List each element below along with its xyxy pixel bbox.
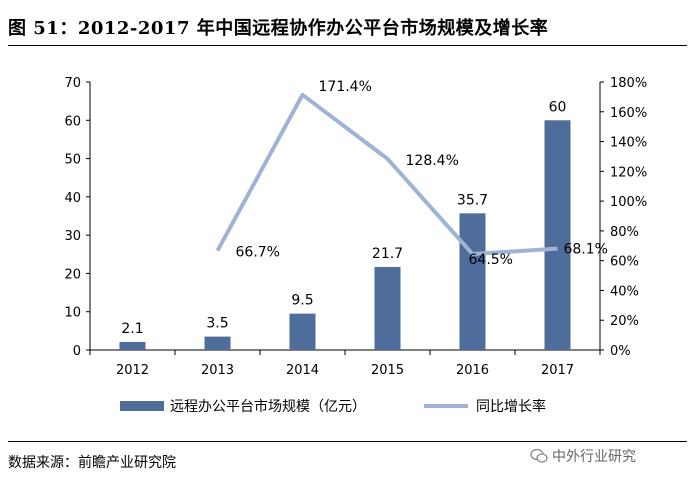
- x-tick-label: 2012: [116, 363, 149, 378]
- legend: 远程办公平台市场规模（亿元） 同比增长率: [120, 396, 604, 416]
- y-left-tick-label: 20: [64, 267, 81, 282]
- bar-value-label: 2.1: [121, 321, 143, 337]
- bar-value-label: 35.7: [457, 192, 488, 208]
- bar: [459, 213, 486, 350]
- legend-line-swatch: [424, 404, 468, 408]
- bar-value-label: 9.5: [291, 293, 313, 309]
- chart-area: 0 10 20 30 40 50 60 70 0% 20% 40% 60% 80% 100% 120% 140…: [64, 76, 647, 378]
- y-right-tick-label: 20%: [610, 314, 639, 329]
- line-value-label: 64.5%: [469, 252, 513, 268]
- bar: [204, 336, 231, 350]
- bar-value-label: 60: [549, 99, 567, 115]
- x-tick-label: 2014: [286, 363, 319, 378]
- x-tick-label: 2013: [201, 363, 234, 378]
- y-left-tick-label: 10: [64, 306, 81, 321]
- line-value-label: 171.4%: [319, 79, 372, 95]
- y-right-tick-label: 80%: [610, 225, 639, 240]
- y-right-tick-label: 180%: [610, 76, 647, 91]
- y-left-tick-label: 60: [64, 114, 81, 129]
- line-value-label: 128.4%: [406, 153, 459, 169]
- y-left-tick-label: 50: [64, 153, 81, 168]
- y-left-tick-label: 40: [64, 191, 81, 206]
- legend-item-line: 同比增长率: [424, 396, 546, 416]
- bar-value-label: 21.7: [372, 246, 403, 262]
- x-tick-label: 2016: [456, 363, 489, 378]
- y-left-tick-label: 30: [64, 229, 81, 244]
- x-tick-label: 2015: [371, 363, 404, 378]
- y-right-tick-label: 160%: [610, 106, 647, 121]
- line-value-label: 68.1%: [564, 242, 608, 258]
- growth-rate-line: [215, 92, 558, 256]
- bar: [374, 266, 401, 350]
- bar: [544, 120, 571, 351]
- watermark-text: 中外行业研究: [552, 449, 636, 465]
- y-right-tick-label: 100%: [610, 195, 647, 210]
- legend-bar-label: 远程办公平台市场规模（亿元）: [170, 399, 366, 415]
- bar: [289, 313, 316, 350]
- bar-value-label: 3.5: [206, 316, 228, 332]
- legend-line-label: 同比增长率: [476, 399, 546, 415]
- bar: [119, 341, 146, 350]
- x-tick-label: 2017: [541, 363, 574, 378]
- legend-bar-swatch: [120, 401, 164, 411]
- y-right-tick-label: 60%: [610, 255, 639, 270]
- legend-item-bar: 远程办公平台市场规模（亿元）: [120, 396, 366, 416]
- y-right-tick-label: 120%: [610, 165, 647, 180]
- source-note: 数据来源：前瞻产业研究院: [8, 455, 176, 471]
- watermark: 中外行业研究: [530, 446, 636, 466]
- line-value-label: 66.7%: [236, 245, 280, 261]
- y-right-tick-label: 0%: [610, 344, 631, 359]
- chart-title: 图 51：2012-2017 年中国远程协作办公平台市场规模及增长率: [8, 18, 549, 39]
- y-left-tick-label: 70: [64, 76, 81, 91]
- y-right-tick-label: 40%: [610, 284, 639, 299]
- y-left-tick-label: 0: [73, 344, 81, 359]
- bottom-rule: [8, 441, 687, 442]
- top-rule: [8, 45, 687, 46]
- y-right-tick-label: 140%: [610, 136, 647, 151]
- wechat-icon: [530, 448, 548, 463]
